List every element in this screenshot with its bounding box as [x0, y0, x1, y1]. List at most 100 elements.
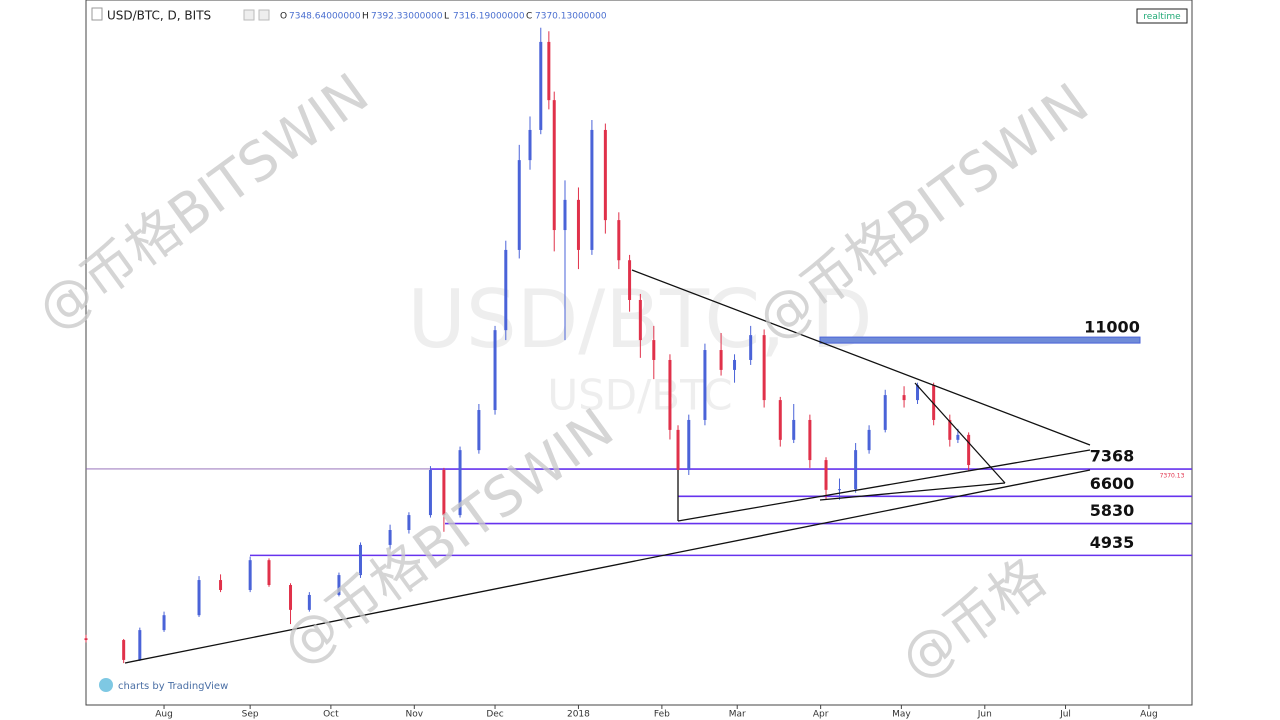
candle-body [458, 450, 462, 516]
icon [243, 9, 255, 21]
level-label: 4935 [1090, 533, 1135, 552]
candle-body [219, 580, 223, 590]
candle-body [749, 335, 753, 360]
candle-body [289, 585, 293, 610]
trend-line [124, 469, 1091, 664]
candle-body [668, 359, 672, 430]
x-tick-label: Oct [323, 710, 339, 720]
ohlc-key: O [280, 12, 287, 22]
trend-lines [124, 269, 1091, 664]
candle-body [84, 638, 88, 641]
trend-line [677, 449, 1091, 522]
level-label: 6600 [1090, 474, 1135, 493]
candle-body [547, 41, 551, 101]
x-tick-label: Jul [1059, 710, 1071, 720]
candle-body [733, 359, 737, 370]
candle-body [517, 160, 521, 250]
candle-body [528, 129, 532, 161]
candle-body [703, 350, 707, 420]
candle-body [867, 429, 871, 451]
x-tick-label: Sep [242, 710, 259, 720]
candle-body [539, 41, 543, 130]
candle-body [358, 544, 362, 576]
candle-body [778, 400, 782, 440]
ohlc-key: L [444, 12, 449, 22]
ohlc-value: 7348.64000000 [289, 12, 361, 22]
credit: charts by TradingView [118, 681, 228, 692]
tv-logo [99, 678, 113, 692]
level-label: 7368 [1090, 447, 1135, 466]
plot-frame [85, 0, 1193, 706]
candle-body [948, 419, 952, 440]
trend-line [914, 382, 1006, 484]
candle-body [552, 100, 556, 231]
candle-body [477, 410, 481, 451]
candle-body [854, 450, 858, 490]
candle-body [792, 419, 796, 440]
x-tick-label: 2018 [567, 710, 590, 720]
candle-body [762, 335, 766, 401]
candle-body [837, 489, 841, 491]
candle-body [676, 429, 680, 471]
symbol-icon [91, 7, 103, 21]
icon [258, 9, 270, 21]
candle-body [617, 220, 621, 261]
ohlc-header: O 7348.64000000 H 7392.33000000 L 7316.190000… [280, 12, 607, 22]
background-subtitle: USD/BTC [547, 371, 732, 420]
ohlc-value: 7392.33000000 [371, 12, 443, 22]
candle-body [563, 199, 567, 231]
symbol: USD/BTC, D, BITS [107, 9, 211, 23]
candle-body [197, 580, 201, 616]
x-tick-label: Jun [977, 710, 992, 720]
candle-body [504, 249, 508, 331]
candle-body [603, 129, 607, 221]
candle-body [628, 260, 632, 300]
x-tick-label: May [892, 710, 911, 720]
candle-body [638, 299, 642, 341]
trend-line [631, 269, 1091, 446]
candle-body [824, 460, 828, 490]
candle-body [267, 560, 271, 586]
candle-body [122, 640, 126, 660]
candle-body [883, 395, 887, 430]
candle-body [932, 385, 936, 420]
candle-body [808, 419, 812, 461]
candle-body [337, 575, 341, 595]
candle-body [493, 330, 497, 411]
candle-body [956, 434, 960, 440]
level-label: 5830 [1090, 501, 1135, 520]
candle-body [307, 594, 311, 610]
x-tick-label: Aug [1140, 710, 1158, 720]
candle-body [719, 350, 723, 370]
candle-body [590, 129, 594, 250]
level-label: 11000 [1084, 318, 1140, 337]
ohlc-value: 7316.19000000 [453, 12, 525, 22]
realtime-button[interactable] [1136, 8, 1188, 24]
candle-body [442, 470, 446, 516]
x-tick-label: Mar [729, 710, 746, 720]
x-tick-label: Dec [486, 710, 503, 720]
candle-body [652, 340, 656, 360]
plot [84, 27, 1192, 664]
candle-body [967, 434, 971, 466]
candle-body [687, 419, 691, 471]
last-price-label: 7370.13 [1160, 472, 1185, 479]
x-tick-label: Aug [155, 710, 173, 720]
realtime-label[interactable]: realtime [1143, 12, 1181, 22]
ohlc-key: H [362, 12, 369, 22]
x-tick-label: Feb [654, 710, 670, 720]
ohlc-value: 7370.13000000 [535, 12, 607, 22]
x-tick-label: Apr [813, 710, 829, 720]
candle-body [428, 470, 432, 516]
candle-body [576, 199, 580, 250]
candle-body [138, 630, 142, 660]
candle-body [248, 560, 252, 590]
level-band [819, 336, 1141, 344]
candle-body [407, 515, 411, 530]
candle-body [902, 395, 906, 401]
ohlc-key: C [526, 12, 532, 22]
candle-body [916, 385, 920, 401]
x-tick-label: Nov [406, 710, 424, 720]
